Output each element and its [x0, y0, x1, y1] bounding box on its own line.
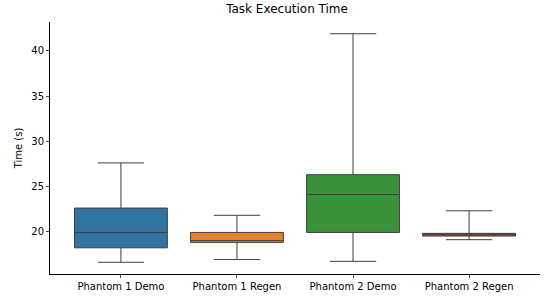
- svg-text:35: 35: [31, 91, 44, 102]
- svg-text:Task Execution Time: Task Execution Time: [225, 2, 348, 16]
- svg-text:Time (s): Time (s): [13, 128, 24, 170]
- svg-text:20: 20: [31, 226, 44, 237]
- svg-text:Phantom 2 Regen: Phantom 2 Regen: [425, 281, 514, 292]
- svg-text:Phantom 2 Demo: Phantom 2 Demo: [310, 281, 397, 292]
- svg-text:25: 25: [31, 181, 44, 192]
- svg-text:30: 30: [31, 136, 44, 147]
- svg-text:40: 40: [31, 45, 44, 56]
- svg-text:Phantom 1 Demo: Phantom 1 Demo: [77, 281, 164, 292]
- svg-text:Phantom 1 Regen: Phantom 1 Regen: [193, 281, 282, 292]
